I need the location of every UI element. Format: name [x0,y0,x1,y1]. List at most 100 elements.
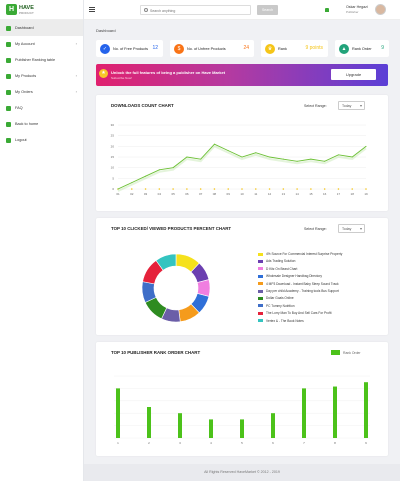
x-tick-label: 11 [254,192,257,196]
baseline-point [268,188,271,190]
baseline-point [337,188,340,190]
legend-label: Dollar Goals Online [266,296,294,301]
upgrade-button[interactable]: Upgrade [331,69,376,80]
legend-swatch [331,350,340,355]
chevron-right-icon: › [75,89,77,94]
rank-bar-chart: 1 2 3 4 5 6 7 8 9 Rank Order [114,350,370,445]
baseline-point [254,188,257,190]
chevron-right-icon: › [75,73,77,78]
baseline-point [213,188,216,190]
legend-swatch [258,282,263,286]
legend-swatch [258,319,263,323]
y-tick-label: 10 [111,166,115,170]
downloads-range-label: Select Range: [304,104,327,108]
x-tick-label: 06 [185,192,189,196]
rank-bar [302,388,306,438]
search-button[interactable]: Search [257,5,278,15]
downloads-point [131,182,133,184]
sidebar-item-label: My Orders [15,90,33,94]
search-box [140,5,251,15]
menu-toggle-icon[interactable] [89,7,95,12]
search-input[interactable] [150,7,245,14]
sidebar-item-back-to-home[interactable]: Back to home [0,116,83,132]
downloads-point [145,175,147,177]
user-name: Oskar Hegazi [346,5,368,9]
downloads-point [337,154,339,156]
legend-item: Vertex & - The Book Notes [258,318,304,324]
sidebar-item-label: Back to home [15,122,39,126]
legend-item: The Lorry Man To Buy And Sell Cars For P… [258,310,332,316]
x-tick-label: 1 [117,441,119,445]
sidebar-item-publisher-ranking-table[interactable]: Publisher Ranking table [0,52,83,68]
x-tick-label: 14 [295,192,299,196]
legend-label: Wholesale Designer Handbag Directory [266,274,322,279]
stat-card: ✓ No. of Free Products 12 [96,40,163,57]
home-icon [6,25,11,31]
legend-swatch [258,274,263,278]
avatar[interactable] [375,4,386,15]
top10-donut-chart [141,253,211,323]
chart-icon: ▲ [339,43,349,54]
legend-item: Ads Trading Solution [258,258,295,264]
top10-range-select[interactable]: Today [338,224,365,233]
cart-icon [6,89,11,95]
legend-label: 4 MP3 Download - Instant Baby Sleep Soun… [266,281,339,286]
sidebar-item-my-products[interactable]: My Products › [0,68,83,84]
sidebar-item-faq[interactable]: FAQ [0,100,83,116]
downloads-point [241,156,243,158]
user-role: Publisher [346,10,359,14]
stat-card: ♛ Rank 9 points [261,40,328,57]
x-tick-label: 5 [241,441,243,445]
legend-swatch [258,311,263,315]
stat-card: ▲ Rank Order 9 [335,40,389,57]
legend-label: Ads Trading Solution [266,259,296,264]
x-tick-label: 19 [364,192,368,196]
notification-bell-icon[interactable] [325,8,329,12]
downloads-range-select[interactable]: Today [338,101,365,110]
stat-value: 12 [152,45,158,51]
x-tick-label: 02 [130,192,134,196]
stat-label: Rank Order [352,46,372,51]
logo-tagline: PRODUCT [19,10,34,15]
sidebar-item-my-orders[interactable]: My Orders › [0,84,83,100]
downloads-point [365,145,367,147]
x-tick-label: 01 [116,192,120,196]
x-tick-label: 10 [240,192,244,196]
baseline-point [323,188,326,190]
downloads-point [186,156,188,158]
x-tick-label: 09 [227,192,231,196]
legend-label: D Kitz On Beast Chart [266,266,298,271]
sidebar-item-dashboard[interactable]: Dashboard [0,20,83,36]
logo-icon: H [6,4,17,15]
sidebar-item-label: Publisher Ranking table [15,58,56,62]
x-tick-label: 18 [351,192,355,196]
sidebar-item-my-account[interactable]: My Account › [0,36,83,52]
rank-bar [147,407,151,438]
sidebar-item-logout[interactable]: Logout [0,132,83,148]
stat-value: 9 points [305,45,323,51]
rank-bar [116,388,120,438]
stat-label: No. of Free Products [113,46,149,51]
y-tick-label: 20 [111,144,115,148]
baseline-point [351,188,354,190]
stat-label: Rank [278,46,287,51]
dollar-icon: $ [174,43,184,54]
banner-title: Unlock the full features of being a publ… [111,70,226,75]
downloads-point [117,188,119,190]
baseline-point [227,188,230,190]
x-tick-label: 6 [272,441,274,445]
logo[interactable]: H HAVE PRODUCT [0,0,83,20]
legend-label: PC Tummy Nutrition [266,303,295,308]
legend-swatch [258,296,263,300]
rank-bar [240,419,244,438]
upgrade-banner: ★ Unlock the full features of being a pu… [96,64,388,86]
baseline-point [186,188,188,190]
legend-label: 4% Source For Commercial Interest Surpri… [266,252,343,256]
x-tick-label: 2 [148,441,150,445]
legend-item: Day per child Academy - Training tools B… [258,288,339,294]
downloads-point [324,160,326,162]
check-icon: ✓ [100,43,110,54]
x-tick-label: 3 [179,441,181,445]
downloads-point [310,158,312,160]
x-tick-label: 16 [323,192,327,196]
